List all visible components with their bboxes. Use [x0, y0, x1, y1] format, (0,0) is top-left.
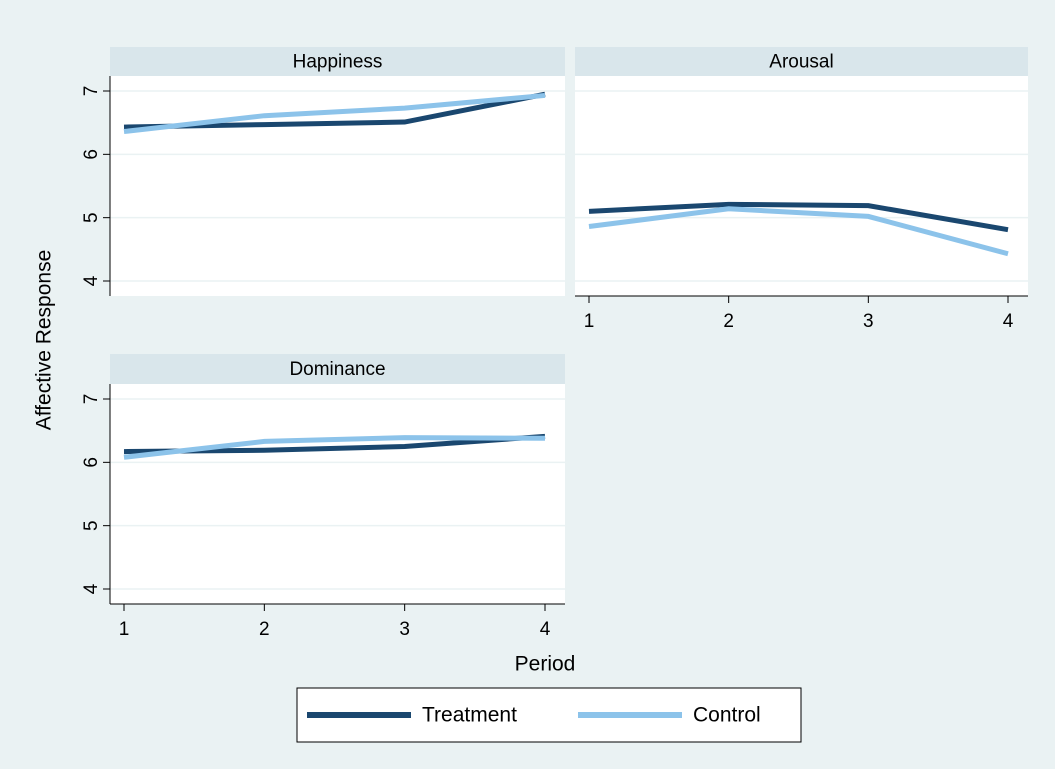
x-tick-label: 4: [540, 619, 551, 640]
y-tick-label: 6: [81, 457, 102, 468]
y-tick-label: 4: [81, 583, 102, 594]
y-tick-label: 7: [81, 86, 102, 97]
series-line: [588, 206, 1009, 257]
panel-header: [575, 47, 1028, 76]
y-tick-label: 5: [81, 212, 102, 223]
series-line: [588, 201, 1009, 233]
x-tick-label: 2: [723, 311, 734, 332]
frame: [7, 7, 1048, 762]
legend-label: Treatment: [422, 704, 517, 727]
plot-area: [110, 384, 565, 604]
panel-header: [110, 354, 565, 384]
panel-title: Dominance: [289, 359, 385, 380]
x-tick-label: 1: [584, 311, 595, 332]
panel-title: Arousal: [769, 52, 833, 73]
plot-area: [575, 76, 1028, 296]
x-axis-label: Period: [515, 653, 576, 676]
series-line: [123, 435, 546, 460]
plot-area: [110, 76, 565, 296]
y-tick-label: 4: [81, 275, 102, 286]
series-line: [123, 92, 546, 135]
panel-header: [110, 47, 565, 76]
y-tick-label: 6: [81, 149, 102, 160]
y-axis-label: Affective Response: [33, 250, 56, 431]
y-tick-label: 5: [81, 520, 102, 531]
legend-label: Control: [693, 704, 761, 727]
y-tick-label: 7: [81, 394, 102, 405]
x-tick-label: 3: [399, 619, 410, 640]
x-tick-label: 2: [259, 619, 270, 640]
panel-title: Happiness: [293, 52, 383, 73]
x-tick-label: 1: [119, 619, 130, 640]
x-tick-label: 3: [863, 311, 874, 332]
x-tick-label: 4: [1003, 311, 1014, 332]
